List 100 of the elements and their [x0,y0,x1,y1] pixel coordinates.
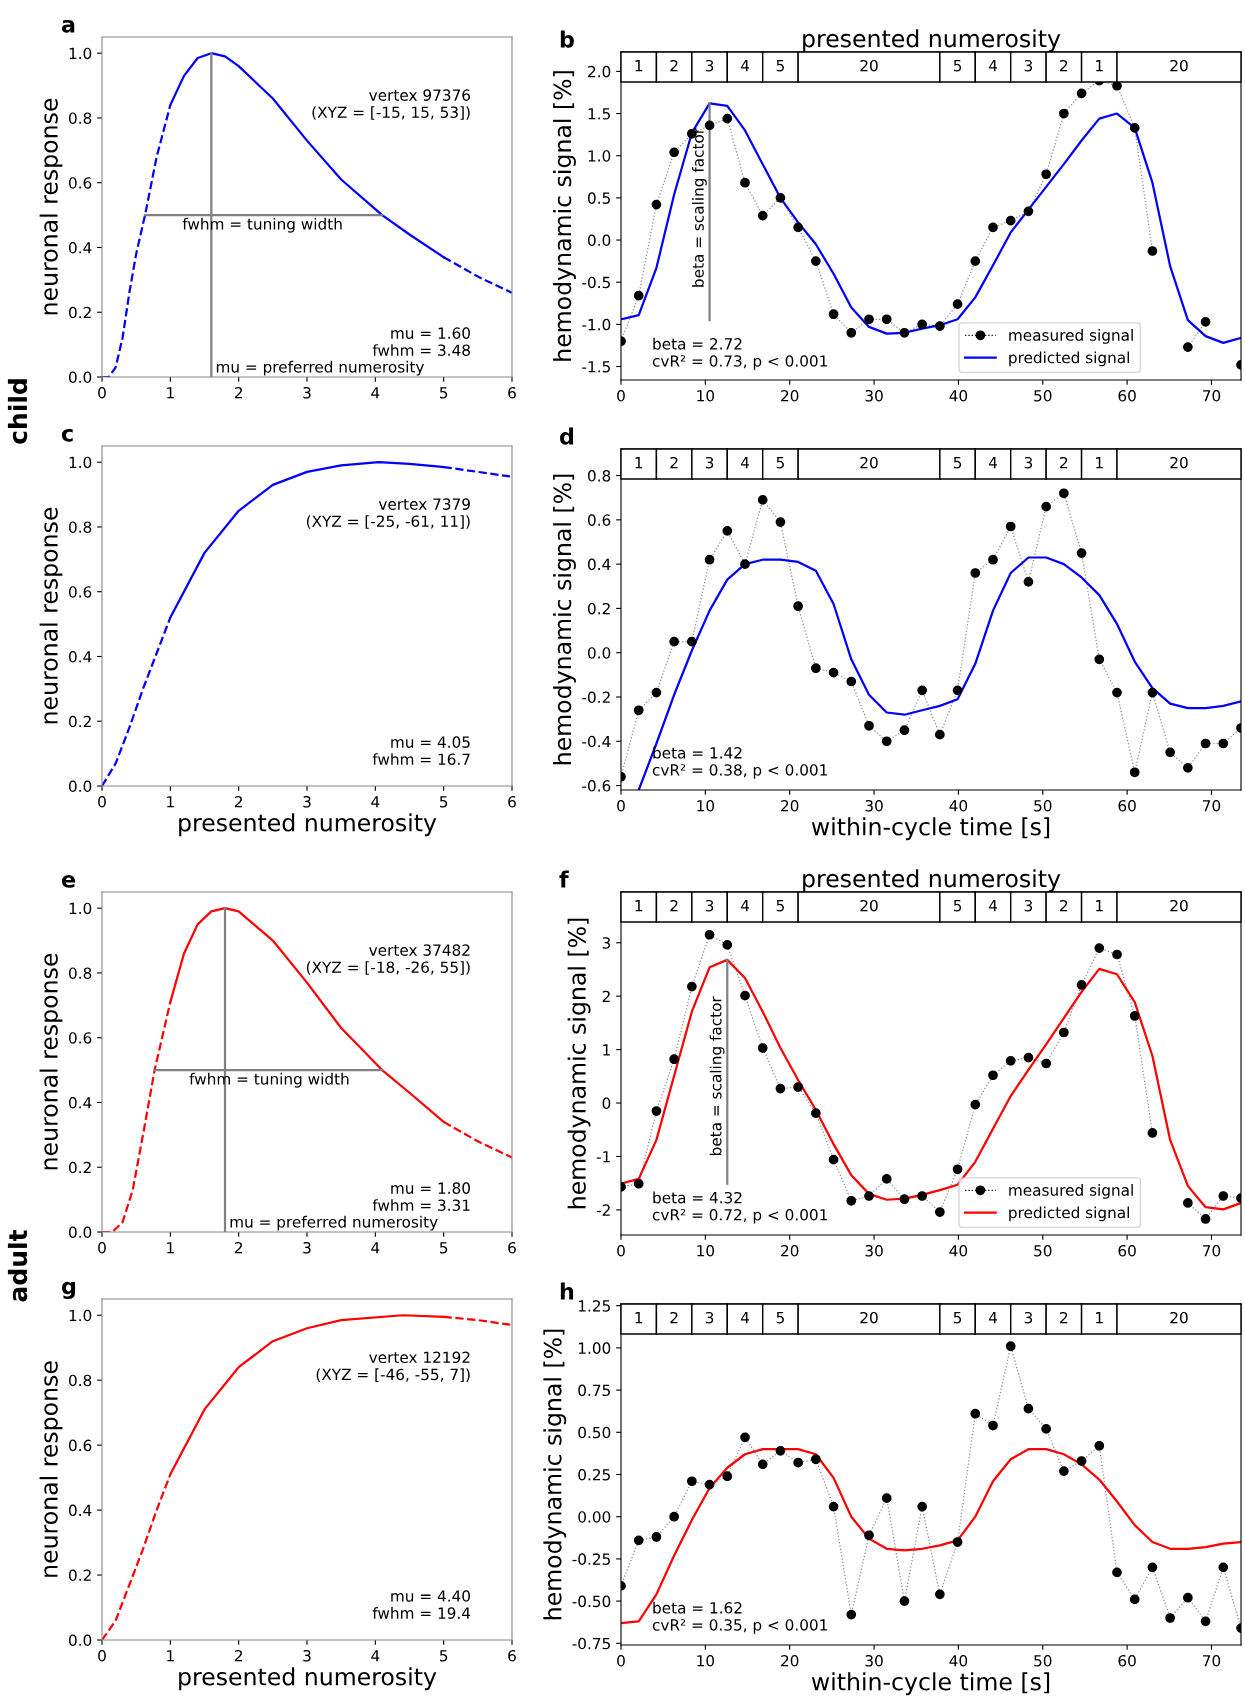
point [952,1537,963,1547]
point [1005,1055,1016,1066]
point [633,1535,644,1546]
band-label: 2 [670,59,678,72]
y-axis-title: hemodynamic signal [%] [543,1329,567,1620]
point [633,290,644,301]
point [1200,316,1211,327]
point [828,309,839,320]
x-tick-label: 2 [234,1649,242,1662]
y-tick-label: -0.4 [582,735,611,748]
point [1076,548,1087,558]
y-tick-label: -1 [596,1151,610,1163]
x-tick-label: 0 [98,386,106,399]
point [899,1194,910,1205]
y-tick-label: 1.0 [69,47,92,60]
y-tick-label: 1.5 [588,108,610,120]
point [1041,1424,1052,1434]
x-tick-label: 50 [1034,1654,1052,1667]
y-tick-label: 1.25 [578,1300,610,1312]
point [810,663,821,674]
x-tick-label: 6 [508,386,516,399]
y-tick-label: 0.4 [587,558,611,571]
point [988,1420,998,1431]
point [1041,1058,1052,1069]
y-tick-label: 0.2 [68,1161,91,1174]
point [988,554,998,565]
y-tick-label: 0.0 [68,1226,92,1239]
legend-label: measured signal [1009,1184,1133,1199]
point [1041,169,1052,180]
x-tick-label: 5 [439,1650,448,1662]
y-tick-label: 1.0 [69,1309,92,1322]
point [722,940,733,950]
band-label: 5 [776,900,784,912]
y-tick-label: 1 [603,1044,610,1056]
y-tick-label: 3 [602,937,611,949]
point [722,1471,733,1482]
x-tick-label: 30 [865,1654,883,1667]
point [757,495,768,505]
y-tick-label: 0.2 [68,715,91,728]
point [810,1108,821,1119]
annotation: vertex 7379 (XYZ = [-25, -61, 11]) [306,498,470,529]
annotation: mu = 4.40 fwhm = 19.4 [372,1590,471,1619]
point [686,636,697,647]
point [810,1454,821,1465]
band-label: 1 [1096,900,1103,912]
band-label: 20 [860,59,878,72]
point [704,554,715,565]
point [793,1082,804,1092]
y-tick-label: -0.2 [582,691,610,704]
point [1218,1562,1229,1573]
point [793,1457,804,1468]
band-label: 3 [705,1311,714,1324]
x-tick-label: 5 [439,1242,448,1254]
x-axis-title: within-cycle time [s] [811,817,1050,841]
chart-title: a [61,19,75,33]
x-tick-label: 10 [697,1244,715,1257]
point [793,222,804,233]
point [686,981,697,992]
point [828,667,839,678]
x-tick-label: 20 [781,1244,799,1257]
y-tick-label: 0.6 [68,586,92,598]
x-tick-label: 2 [234,795,242,808]
x-tick-label: 50 [1034,799,1052,812]
point [1147,687,1158,698]
x-tick-label: 3 [303,386,311,399]
band-label: 5 [776,60,784,72]
point [1076,1456,1087,1466]
annotation: mu = 1.80 fwhm = 3.31 [372,1182,470,1211]
band-label: 20 [1170,1311,1188,1324]
point [740,990,750,1001]
chart-title: c [61,428,73,442]
point [633,1178,644,1189]
band-label: 3 [705,456,714,469]
y-axis-title: neuronal response [39,953,63,1170]
point [934,1589,945,1600]
band-label: 1 [635,457,643,469]
x-tick-label: 30 [865,1244,883,1257]
annotation: beta = 1.42 cvR² = 0.38, p < 0.001 [652,746,827,779]
legend-label: predicted signal [1009,1206,1129,1222]
band-label: 20 [860,899,878,912]
point [846,1195,857,1206]
x-tick-label: 4 [371,1650,380,1662]
y-tick-label: 0.4 [68,1504,92,1517]
annotation: fwhm = tuning width [189,1072,349,1088]
point [1147,1562,1158,1573]
band-label: 2 [670,1311,678,1324]
x-tick-label: 4 [371,387,380,399]
point [810,256,821,266]
point [1165,1613,1176,1623]
chart-title: e [61,874,75,888]
text: adult [7,1230,28,1302]
point [1005,1341,1016,1352]
legend-label: predicted signal [1009,351,1129,367]
band-label: 4 [988,457,997,469]
point [1147,246,1158,256]
point [1182,762,1193,773]
band-label: 1 [635,900,643,912]
band-label: 5 [776,1312,784,1324]
band-label: 2 [1060,59,1068,72]
band-label: 4 [740,900,749,912]
